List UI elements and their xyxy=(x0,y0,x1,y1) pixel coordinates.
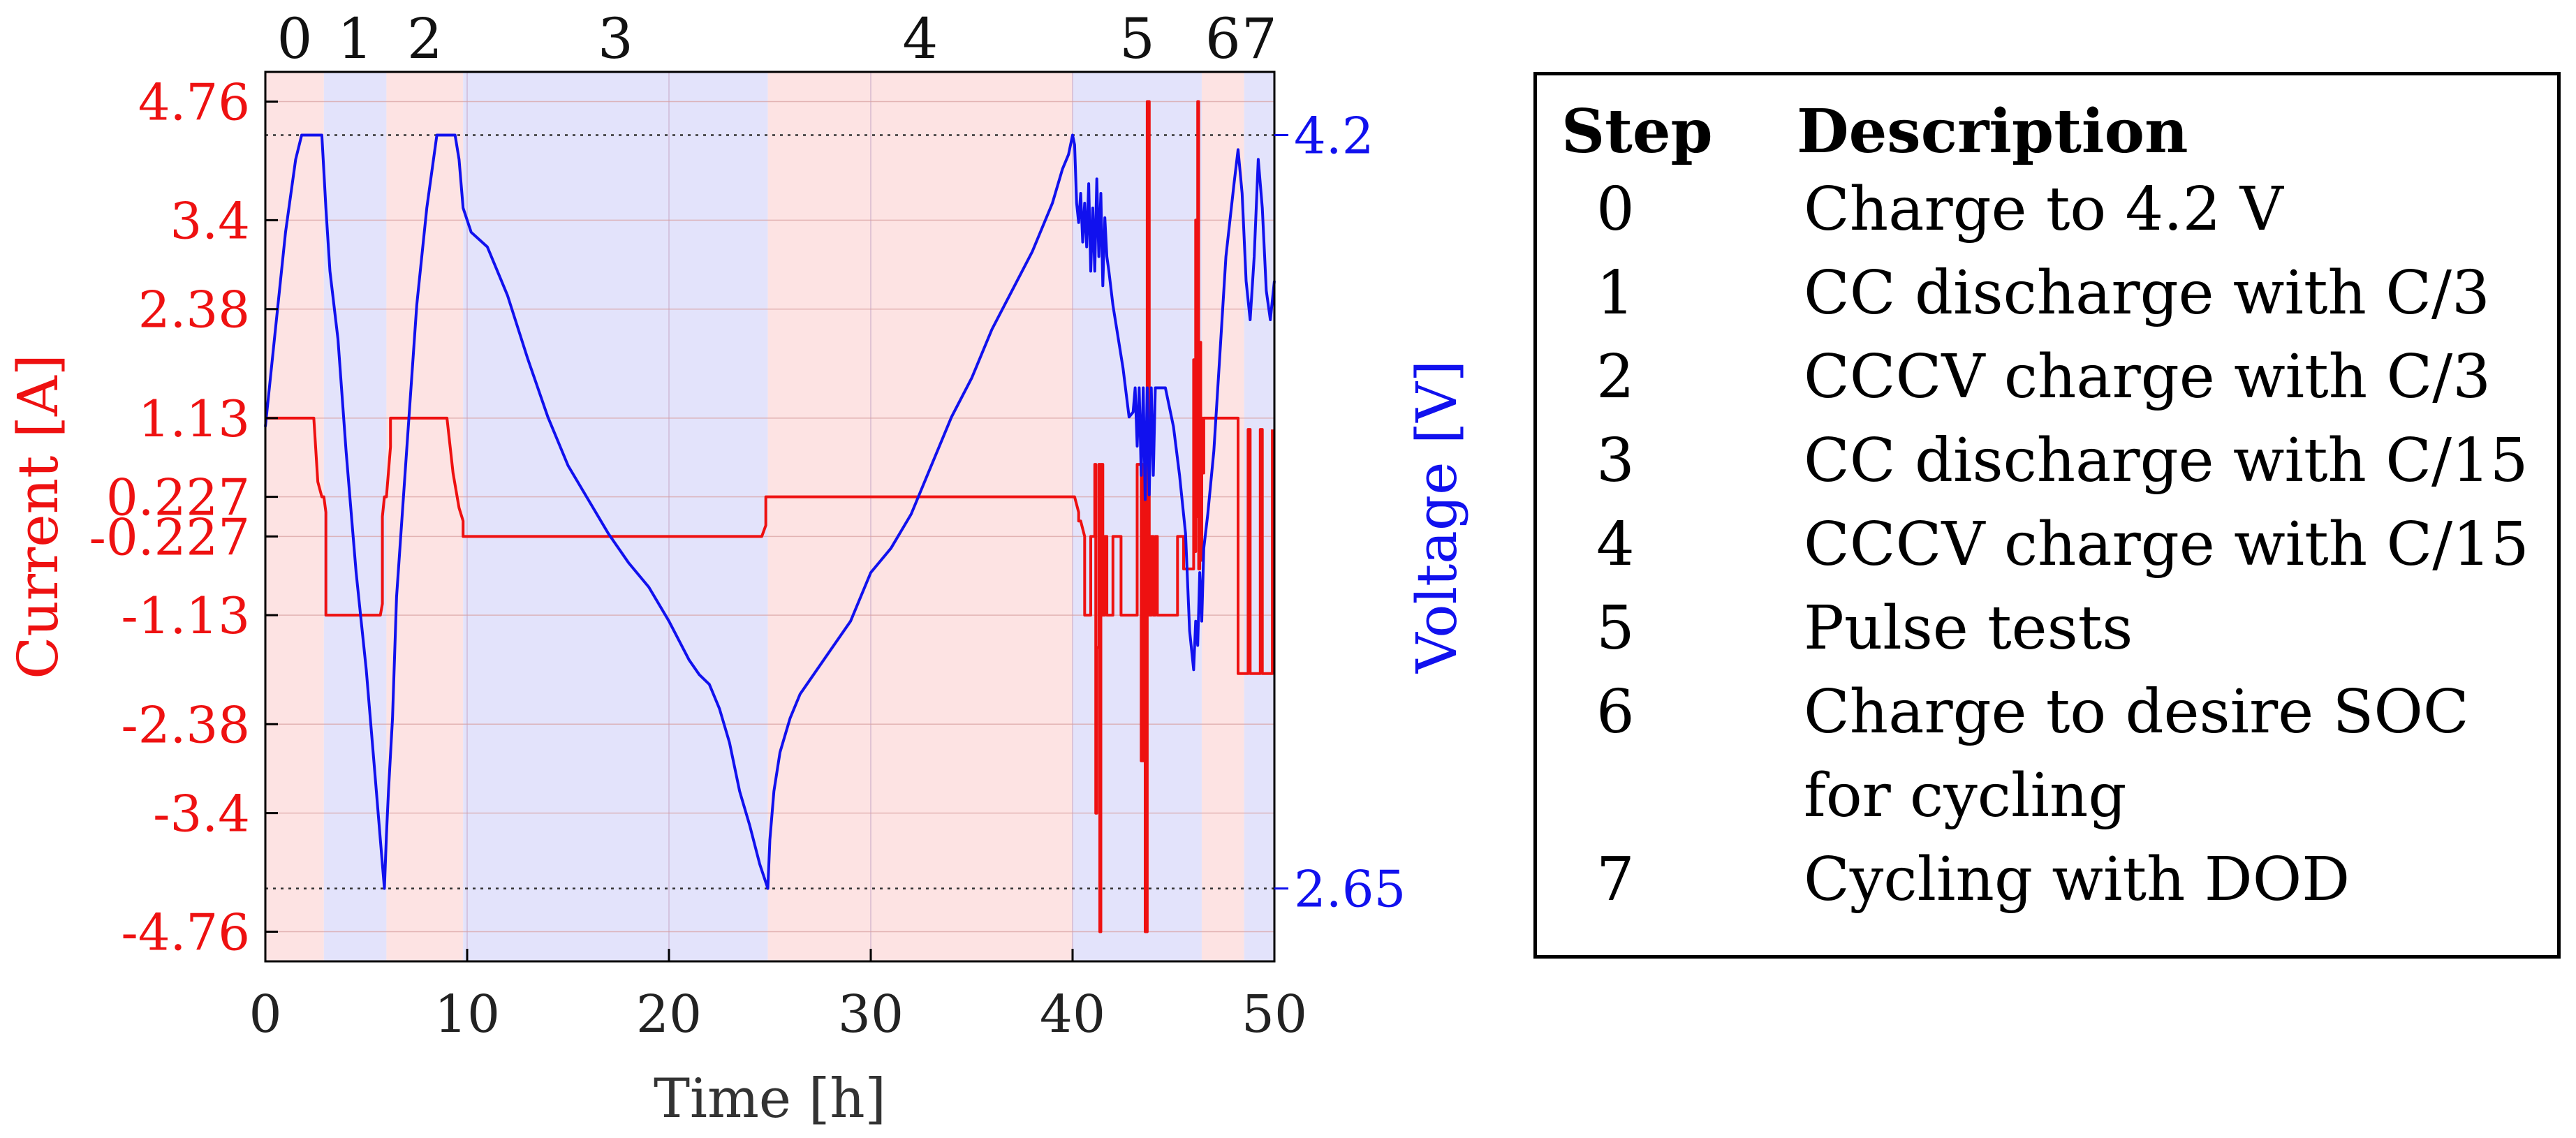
legend-step-description: Cycling with DOD xyxy=(1804,845,2350,915)
left-axis-label: Current [A] xyxy=(6,354,71,679)
right-axis-label: Voltage [V] xyxy=(1404,360,1469,674)
plot-frame xyxy=(264,71,1276,963)
legend-step-number: 7 xyxy=(1596,845,1635,915)
x-tick-label: 30 xyxy=(838,984,904,1044)
left-tick-label: -2.38 xyxy=(121,695,250,754)
left-axis-ticks: 4.76 3.4 2.38 1.13 0.227-0.227 -1.13 -2.38 -3.4… xyxy=(89,73,278,962)
legend-step-description: Charge to desire SOC xyxy=(1804,677,2469,747)
legend-step-number: 0 xyxy=(1596,175,1635,244)
legend-step-number: 2 xyxy=(1596,342,1635,412)
x-tick-label: 10 xyxy=(434,984,500,1044)
step-label-2: 2 xyxy=(407,6,443,71)
x-axis-label: Time [h] xyxy=(654,1067,886,1130)
legend-step-number: 4 xyxy=(1596,510,1635,579)
voltage-series-line xyxy=(264,133,1276,890)
step-label-6: 6 xyxy=(1205,6,1241,71)
legend-header-step: Step xyxy=(1561,96,1713,167)
left-tick-label: 2.38 xyxy=(138,281,250,339)
step-band-3 xyxy=(463,72,768,961)
step-band-4 xyxy=(767,72,1073,961)
left-tick-label: -4.76 xyxy=(121,903,250,962)
x-tick-label: 40 xyxy=(1040,984,1105,1044)
step-band-0 xyxy=(265,72,324,961)
legend-step-number: 3 xyxy=(1596,426,1635,496)
step-label-7: 7 xyxy=(1242,6,1277,71)
legend-step-description: Pulse tests xyxy=(1804,593,2133,663)
legend-step-description: CCCV charge with C/15 xyxy=(1804,510,2529,579)
step-label-0: 0 xyxy=(277,6,312,71)
legend-step-description: CCCV charge with C/3 xyxy=(1804,342,2491,412)
x-tick-label: 20 xyxy=(636,984,702,1044)
step-label-3: 3 xyxy=(598,6,633,71)
step-band-2 xyxy=(386,72,464,961)
left-tick-label: 3.4 xyxy=(170,191,250,250)
legend-step-description: Charge to 4.2 V xyxy=(1804,175,2283,244)
dual-axis-chart: 0 10 20 30 40 50 4.763.42.381.130.227-0.227-1… xyxy=(6,6,1469,1130)
x-tick-label: 0 xyxy=(249,984,281,1044)
x-axis-ticks: 0 10 20 30 40 50 xyxy=(249,949,1307,1044)
left-tick-label: -0.227 xyxy=(89,508,250,566)
right-tick-label: 2.65 xyxy=(1294,860,1406,919)
step-label-4: 4 xyxy=(902,6,938,71)
legend-step-description: for cycling xyxy=(1804,761,2127,831)
legend-header-description: Description xyxy=(1797,96,2188,167)
right-tick-label: 4.2 xyxy=(1294,107,1374,165)
legend-step-number: 5 xyxy=(1596,593,1635,663)
left-tick-label: 0.227 xyxy=(106,468,250,527)
left-tick-label: -3.4 xyxy=(153,785,250,843)
left-tick-label: 1.13 xyxy=(138,390,250,448)
series-lines xyxy=(264,100,1276,933)
x-tick-label: 50 xyxy=(1242,984,1307,1044)
left-tick-label: -1.13 xyxy=(121,586,250,645)
right-axis-ticks: 4.2 2.65 xyxy=(1274,107,1406,919)
legend-step-number: 1 xyxy=(1596,258,1635,328)
legend-step-description: CC discharge with C/3 xyxy=(1804,258,2490,328)
step-band-1 xyxy=(323,72,387,961)
step-label-1: 1 xyxy=(337,6,373,71)
legend-table: Step Description 0 Charge to 4.2 V 1 CC dis… xyxy=(1533,72,2561,959)
legend-step-description: CC discharge with C/15 xyxy=(1804,426,2529,496)
step-label-5: 5 xyxy=(1119,6,1155,71)
legend-step-number: 6 xyxy=(1596,677,1635,747)
left-tick-label: 4.76 xyxy=(138,73,250,131)
